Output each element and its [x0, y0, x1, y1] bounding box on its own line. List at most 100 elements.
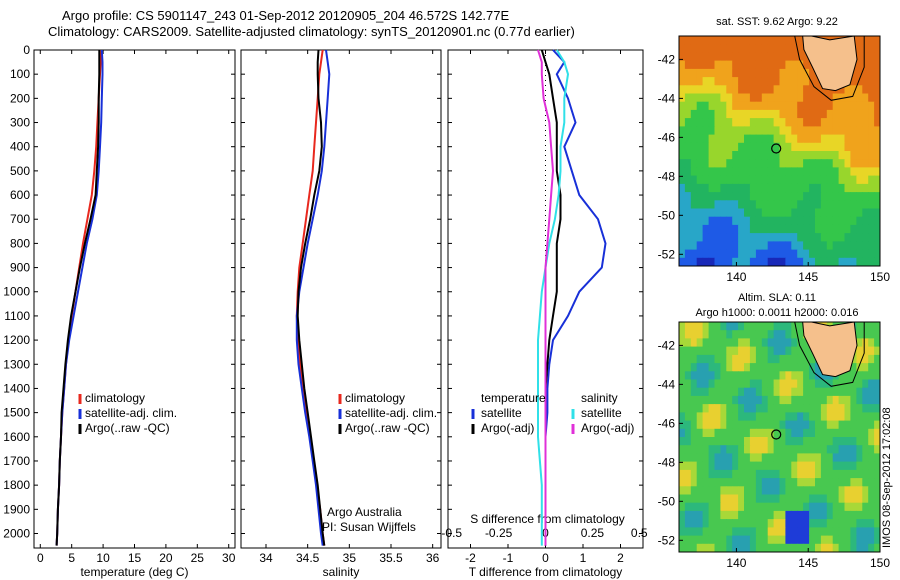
- map-cell: [732, 371, 739, 381]
- map-cell: [738, 338, 745, 348]
- map-cell: [826, 395, 834, 405]
- map-cell: [773, 52, 781, 62]
- map-cell: [868, 241, 875, 251]
- map-cell: [850, 437, 857, 446]
- map-cell: [690, 224, 698, 234]
- map-cell: [767, 354, 775, 364]
- map-cell: [832, 395, 840, 405]
- map-cell: [826, 134, 834, 144]
- map-cell: [749, 330, 757, 339]
- map-cell: [720, 175, 727, 185]
- map-cell: [720, 371, 727, 381]
- map-cell: [820, 241, 828, 251]
- map-cell: [702, 134, 710, 144]
- map-cell: [797, 330, 804, 339]
- map-cell: [850, 175, 857, 185]
- map-cell: [720, 510, 727, 520]
- map-cell: [690, 241, 698, 251]
- map-cell: [791, 354, 798, 364]
- map-cell: [779, 371, 786, 381]
- x-tick-label: 140: [726, 556, 746, 570]
- map-cell: [690, 159, 698, 168]
- map-cell: [702, 453, 710, 463]
- map-cell: [690, 36, 698, 45]
- map-cell: [815, 249, 822, 259]
- map-cell: [797, 249, 804, 259]
- map-cell: [791, 428, 798, 438]
- map-cell: [755, 535, 763, 545]
- map-cell: [708, 404, 716, 413]
- map-cell: [679, 126, 686, 136]
- map-cell: [868, 159, 875, 168]
- map-cell: [803, 60, 810, 70]
- map-cell: [702, 175, 710, 185]
- map-cell: [708, 461, 716, 471]
- y-tick-label: -50: [658, 494, 676, 508]
- map-cell: [755, 543, 763, 552]
- map-cell: [832, 543, 840, 552]
- map-cell: [785, 224, 792, 234]
- map-cell: [838, 445, 846, 454]
- figure-title-line1: Argo profile: CS 5901147_243 01-Sep-2012…: [62, 8, 510, 23]
- map-cell: [738, 85, 745, 95]
- map-cell: [696, 44, 704, 53]
- map-cell: [708, 175, 716, 185]
- map-cell: [791, 208, 798, 218]
- map-cell: [702, 60, 710, 70]
- map-cell: [690, 109, 698, 119]
- map-cell: [679, 420, 686, 430]
- map-cell: [720, 420, 727, 430]
- map-cell: [779, 322, 786, 331]
- map-cell: [874, 142, 880, 152]
- map-cell: [679, 404, 686, 413]
- map-cell: [773, 519, 781, 528]
- map-cell: [726, 387, 733, 397]
- map-cell: [726, 371, 733, 381]
- map-cell: [862, 36, 869, 45]
- map-cell: [815, 224, 822, 234]
- map-cell: [690, 420, 698, 430]
- map-cell: [815, 363, 822, 372]
- map-cell: [856, 461, 863, 471]
- map-cell: [868, 68, 875, 78]
- map-cell: [761, 68, 769, 78]
- map-cell: [874, 502, 880, 512]
- map-cell: [779, 151, 786, 160]
- map-cell: [690, 183, 698, 193]
- map-cell: [797, 527, 804, 537]
- map-cell: [755, 151, 763, 160]
- map-cell: [708, 151, 716, 160]
- map-cell: [755, 412, 763, 422]
- map-cell: [862, 241, 869, 251]
- map-cell: [874, 445, 880, 454]
- map-cell: [755, 175, 763, 185]
- map-cell: [749, 404, 757, 413]
- map-cell: [679, 216, 686, 226]
- map-cell: [874, 404, 880, 413]
- map-cell: [874, 354, 880, 364]
- map-cell: [702, 330, 710, 339]
- map-cell: [708, 216, 716, 226]
- map-cell: [755, 208, 763, 218]
- map-cell: [850, 412, 857, 422]
- map-cell: [749, 241, 757, 251]
- map-cell: [679, 354, 686, 364]
- map-cell: [832, 208, 840, 218]
- map-cell: [726, 151, 733, 160]
- map-cell: [797, 134, 804, 144]
- map-cell: [838, 109, 846, 119]
- map-cell: [744, 175, 751, 185]
- map-cell: [785, 126, 792, 136]
- map-cell: [690, 412, 698, 422]
- map-cell: [868, 461, 875, 471]
- map-cell: [832, 126, 840, 136]
- map-cell: [761, 527, 769, 537]
- map-cell: [773, 44, 781, 53]
- map-cell: [761, 543, 769, 552]
- map-cell: [744, 249, 751, 259]
- map-cell: [726, 241, 733, 251]
- map-cell: [850, 469, 857, 479]
- map-cell: [696, 502, 704, 512]
- map-cell: [702, 469, 710, 479]
- map-cell: [726, 118, 733, 127]
